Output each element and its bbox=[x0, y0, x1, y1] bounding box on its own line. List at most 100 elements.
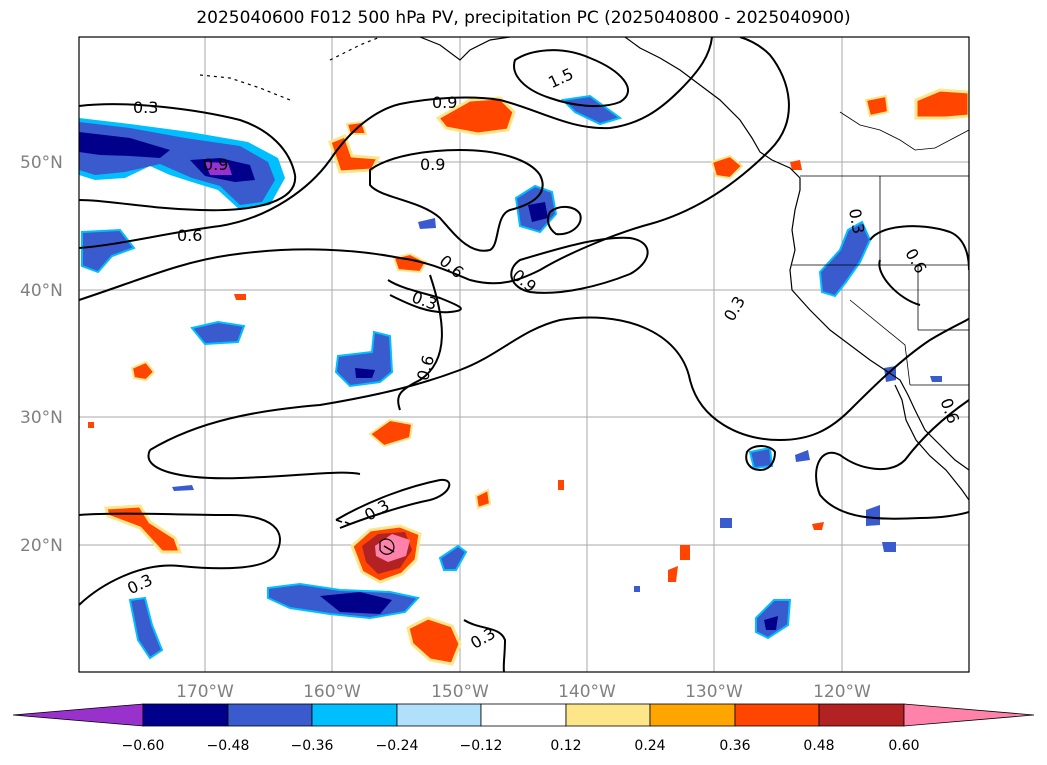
colorbar-tick-label: 0.36 bbox=[719, 738, 750, 754]
precip-area-pos bbox=[710, 154, 744, 180]
colorbar-segment bbox=[396, 703, 482, 727]
pv-contour-line bbox=[79, 37, 790, 301]
precip-area-neg bbox=[334, 330, 394, 388]
precip-area-pos bbox=[790, 160, 802, 170]
colorbar-segment bbox=[142, 703, 229, 727]
canada-border-mountains bbox=[839, 111, 969, 151]
contour-label: 0.9 bbox=[203, 155, 228, 174]
colorbar-segment bbox=[480, 703, 567, 727]
colorbar-tick-label: 0.48 bbox=[803, 738, 834, 754]
pv-contour-line bbox=[379, 538, 395, 555]
pv-contour-line bbox=[745, 445, 777, 472]
colorbar-segment bbox=[565, 703, 651, 727]
colorbar-segment bbox=[227, 703, 313, 727]
coastlines bbox=[199, 37, 969, 553]
precip-area-neg bbox=[795, 450, 810, 462]
colorbar-segment-below-min bbox=[12, 703, 144, 727]
pv-contour-line bbox=[369, 148, 544, 252]
pv-contour-line bbox=[869, 225, 969, 306]
aleutian-islands bbox=[199, 37, 381, 101]
pv-contour-line bbox=[463, 619, 507, 672]
precip-area-neg bbox=[818, 220, 872, 298]
precip-area-neg bbox=[866, 505, 880, 526]
precip-area-pos bbox=[234, 294, 246, 300]
colorbar-segment bbox=[734, 703, 820, 727]
precip-area-neg bbox=[560, 94, 623, 126]
pv-contour-line bbox=[510, 236, 649, 294]
contour-label: 0.9 bbox=[420, 155, 445, 174]
hawaii-islands bbox=[335, 519, 395, 553]
pv-contour-line bbox=[147, 316, 969, 520]
precip-area-neg bbox=[81, 228, 136, 274]
precip-area-neg bbox=[930, 376, 942, 382]
precip-area-pos bbox=[406, 616, 462, 666]
contour-label: 0.3 bbox=[133, 98, 158, 117]
pv-contour-line bbox=[397, 274, 443, 411]
pv-contour-line bbox=[387, 279, 462, 314]
precip-area-neg bbox=[172, 485, 194, 491]
colorbar-tick-label: 0.24 bbox=[634, 738, 665, 754]
precip-area-neg bbox=[438, 544, 468, 571]
precip-area-neg bbox=[748, 446, 774, 470]
precip-negative-areas bbox=[79, 94, 942, 660]
colorbar-segment bbox=[818, 703, 905, 727]
lon-label: 130°W bbox=[685, 682, 743, 702]
map-title: 2025040600 F012 500 hPa PV, precipitatio… bbox=[196, 8, 851, 28]
lon-label: 140°W bbox=[558, 682, 616, 702]
lat-label: 20°N bbox=[20, 536, 63, 556]
contour-label: 0.3 bbox=[845, 207, 868, 235]
precip-area-pos bbox=[680, 545, 690, 560]
precip-area-neg bbox=[528, 202, 548, 222]
precip-area-pos bbox=[474, 488, 492, 510]
pv-contour-line bbox=[79, 512, 281, 606]
precip-area-neg bbox=[720, 518, 732, 528]
contour-label: 0.9 bbox=[432, 93, 457, 112]
axis-labels: 50°N 40°N 30°N 20°N 170°W 160°W 150°W 14… bbox=[20, 153, 871, 702]
precip-area-pos bbox=[368, 418, 414, 448]
precip-area-neg bbox=[634, 586, 640, 592]
precip-area-pos bbox=[435, 96, 516, 136]
state-border bbox=[792, 175, 969, 386]
pv-contour-line bbox=[79, 103, 297, 212]
precip-area-pos bbox=[104, 504, 183, 554]
lon-label: 170°W bbox=[176, 682, 234, 702]
precip-area-neg bbox=[79, 132, 170, 158]
colorbar-tick-label: −0.36 bbox=[291, 738, 334, 754]
colorbar bbox=[12, 703, 1035, 727]
colorbar-segment bbox=[311, 703, 398, 727]
precip-area-neg bbox=[882, 542, 896, 552]
pv-contours bbox=[79, 37, 969, 672]
colorbar-segment-above-max bbox=[903, 703, 1035, 727]
lat-label: 40°N bbox=[20, 281, 63, 301]
precip-area-pos bbox=[88, 422, 94, 428]
precip-area-pos bbox=[864, 94, 890, 118]
pv-contour-line bbox=[335, 478, 451, 529]
lon-label: 150°W bbox=[431, 682, 489, 702]
lon-label: 120°W bbox=[813, 682, 871, 702]
precip-area-neg bbox=[418, 218, 436, 229]
map-border bbox=[78, 36, 970, 673]
precip-area-neg bbox=[355, 368, 375, 378]
colorbar-segment bbox=[649, 703, 736, 727]
precip-area-pos bbox=[130, 360, 156, 382]
contour-label: 0.6 bbox=[177, 226, 202, 245]
precip-area-neg bbox=[205, 162, 232, 175]
pv-contour-line bbox=[513, 49, 630, 108]
map-background bbox=[79, 37, 969, 672]
colorbar-tick-label: 0.60 bbox=[888, 738, 919, 754]
pv-contour-line bbox=[547, 206, 582, 236]
coastline-baja bbox=[894, 384, 969, 501]
precip-area-pos bbox=[558, 480, 564, 490]
precip-area-neg bbox=[190, 320, 246, 346]
colorbar-tick-label: 0.12 bbox=[550, 738, 581, 754]
alaska-coast bbox=[419, 37, 511, 61]
lon-label: 160°W bbox=[303, 682, 361, 702]
colorbar-ticks: −0.60 −0.48 −0.36 −0.24 −0.12 0.12 0.24 … bbox=[122, 738, 920, 754]
precip-area-pos bbox=[812, 522, 824, 530]
precip-area-pos bbox=[375, 534, 410, 562]
colorbar-tick-label: −0.24 bbox=[376, 738, 419, 754]
colorbar-tick-label: −0.60 bbox=[122, 738, 165, 754]
pv-contour-line bbox=[79, 37, 713, 249]
precip-area-neg bbox=[764, 616, 778, 630]
